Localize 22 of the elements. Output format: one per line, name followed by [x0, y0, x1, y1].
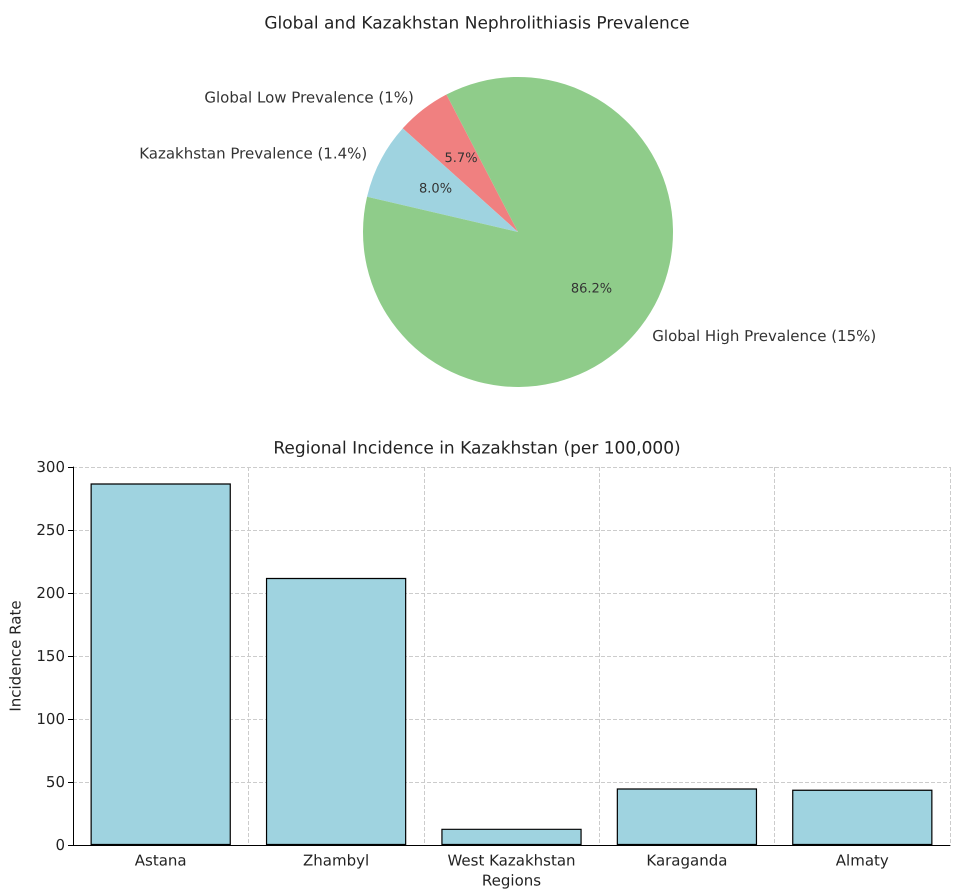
y-tick-label: 50 [46, 773, 65, 792]
x-tick-label: Zhambyl [303, 852, 370, 870]
y-tick-label: 100 [36, 710, 65, 728]
x-tick-label: Astana [134, 852, 187, 870]
data-label: 5.7% [444, 150, 478, 166]
slice-label: Global High Prevalence (15%) [652, 327, 876, 346]
x-tick-label: Almaty [836, 852, 889, 870]
chart-title: Global and Kazakhstan Nephrolithiasis Prevalence [264, 14, 690, 34]
y-tick-label: 250 [36, 521, 65, 540]
x-tick-label: West Kazakhstan [447, 852, 576, 870]
x-axis-title: Regions [482, 872, 542, 890]
chart-title: Regional Incidence in Kazakhstan (per 100,000) [273, 438, 681, 458]
y-axis-title: Incidence Rate [6, 600, 24, 712]
slice-label: Global Low Prevalence (1%) [204, 88, 414, 107]
data-label: 8.0% [419, 181, 452, 196]
y-tick-label: 300 [36, 458, 65, 476]
y-tick-label: 200 [36, 584, 65, 602]
slice-label: Kazakhstan Prevalence (1.4%) [139, 144, 368, 162]
data-label: 86.2% [570, 282, 612, 297]
y-tick-label: 0 [55, 836, 65, 854]
y-tick-label: 150 [36, 647, 65, 666]
x-tick-label: Karaganda [646, 852, 728, 870]
